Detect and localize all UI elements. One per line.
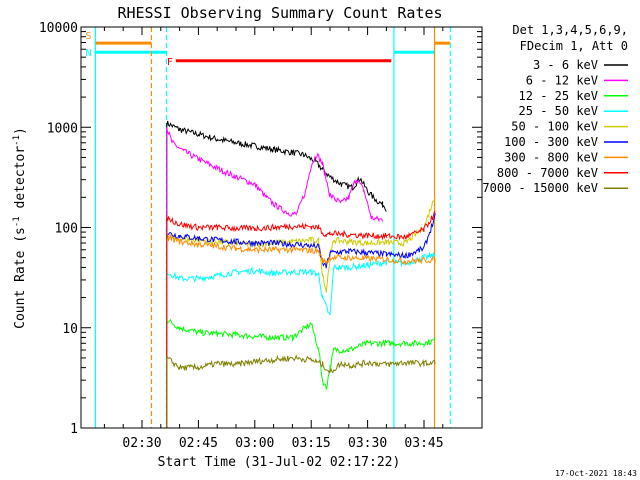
series-line-8 — [166, 354, 436, 374]
flag-label-s: S — [86, 31, 92, 42]
x-tick-label-2: 03:00 — [235, 436, 274, 451]
y-axis: 1 10 100 1000 10000 — [39, 21, 482, 437]
legend-label-7: 800 - 7000 keV — [497, 166, 598, 180]
y-tick-label-3: 1000 — [47, 121, 78, 136]
chart-title: RHESSI Observing Summary Count Rates — [117, 4, 442, 22]
x-axis: 02:30 02:45 03:00 03:15 03:30 03:45 — [103, 27, 444, 451]
series-line-5 — [166, 213, 436, 269]
y-tick-label-0: 1 — [70, 422, 78, 437]
legend-label-6: 300 - 800 keV — [504, 150, 598, 164]
legend-label-0: 3 - 6 keV — [533, 58, 598, 72]
series-line-6 — [166, 234, 436, 265]
y-tick-label-4: 10000 — [39, 21, 78, 36]
legend-label-4: 50 - 100 keV — [511, 120, 598, 134]
legend-label-5: 100 - 300 keV — [504, 135, 598, 149]
legend-label-8: 7000 - 15000 keV — [482, 181, 598, 195]
flag-label-n: N — [86, 48, 92, 59]
x-tick-label-1: 02:45 — [179, 436, 218, 451]
x-tick-label-4: 03:30 — [348, 436, 387, 451]
series-line-0 — [166, 120, 387, 212]
series-line-1 — [166, 127, 384, 223]
x-tick-label-0: 02:30 — [122, 436, 161, 451]
legend-label-1: 6 - 12 keV — [526, 73, 598, 87]
legend-header-line-1: Det 1,3,4,5,6,9, — [512, 23, 628, 37]
y-label-exponent-2: -1 — [12, 135, 22, 146]
date-stamp: 17-Oct-2021 18:43 — [555, 469, 637, 478]
legend-header-line-2: FDecim 1, Att 0 — [520, 39, 628, 53]
x-tick-label-5: 03:45 — [404, 436, 443, 451]
series-line-4 — [166, 197, 436, 293]
x-tick-label-3: 03:15 — [292, 436, 331, 451]
series-line-2 — [166, 318, 436, 390]
y-label-main: Count Rate (s — [13, 227, 28, 329]
x-axis-label: Start Time (31-Jul-02 02:17:22) — [158, 455, 401, 470]
legend-label-3: 25 - 50 keV — [519, 104, 598, 118]
legend-label-2: 12 - 25 keV — [519, 89, 598, 103]
y-tick-label-2: 100 — [55, 222, 78, 237]
flag-label-f: F — [167, 57, 173, 68]
y-tick-label-1: 10 — [62, 322, 78, 337]
legend: Det 1,3,4,5,6,9, FDecim 1, Att 0 3 - 6 k… — [482, 23, 628, 195]
y-label-end: ) — [13, 127, 28, 135]
y-label-exponent-1: -1 — [12, 216, 22, 227]
plot-area: SN F — [86, 27, 451, 428]
series-line-7 — [166, 211, 436, 241]
y-label-middle: detector — [13, 146, 28, 217]
y-axis-label: Count Rate (s-1 detector-1) — [12, 127, 28, 329]
